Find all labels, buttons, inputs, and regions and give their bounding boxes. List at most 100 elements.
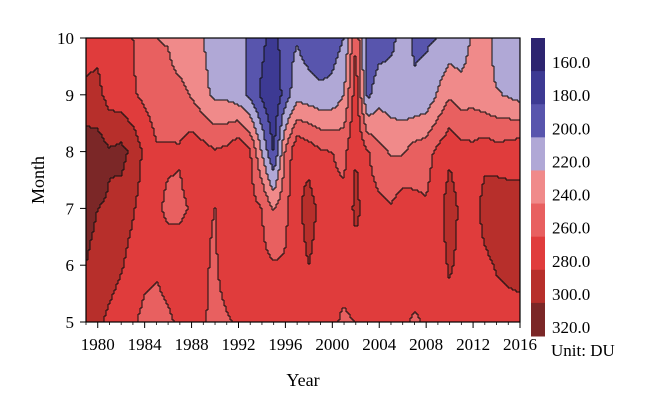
contour-cell	[418, 60, 421, 63]
contour-cell	[398, 46, 401, 49]
contour-cell	[460, 48, 463, 51]
contour-cell	[212, 68, 215, 71]
contour-cell	[460, 72, 463, 75]
contour-cell	[364, 38, 367, 41]
contour-cell	[392, 52, 395, 55]
contour-cell	[400, 66, 403, 69]
contour-cell	[348, 64, 351, 67]
contour-cell	[364, 40, 367, 43]
contour-cell	[284, 66, 287, 69]
contour-cell	[262, 70, 265, 73]
contour-cell	[340, 38, 343, 41]
contour-cell	[254, 60, 257, 63]
contour-cell	[378, 68, 381, 71]
contour-cell	[416, 44, 419, 47]
contour-cell	[434, 62, 437, 65]
contour-cell	[188, 44, 191, 47]
contour-cell	[188, 74, 191, 77]
contour-cell	[292, 62, 295, 65]
contour-cell	[426, 56, 429, 59]
contour-cell	[424, 40, 427, 43]
contour-cell	[434, 40, 437, 43]
contour-cell	[308, 46, 311, 49]
contour-cell	[188, 42, 191, 45]
contour-cell	[292, 68, 295, 71]
contour-cell	[212, 82, 215, 85]
contour-cell	[142, 78, 145, 81]
contour-cell	[328, 70, 331, 73]
contour-cell	[508, 50, 511, 53]
contour-cell	[108, 64, 111, 67]
contour-cell	[300, 60, 303, 63]
contour-cell	[450, 42, 453, 45]
contour-cell	[488, 44, 491, 47]
contour-cell	[498, 72, 501, 75]
contour-cell	[144, 80, 147, 83]
contour-cell	[488, 40, 491, 43]
contour-cell	[194, 62, 197, 65]
contour-cell	[194, 82, 197, 85]
contour-cell	[292, 74, 295, 77]
contour-cell	[88, 80, 91, 83]
contour-cell	[466, 56, 469, 59]
contour-cell	[316, 52, 319, 55]
contour-cell	[126, 50, 129, 53]
contour-cell	[156, 76, 159, 79]
contour-cell	[192, 74, 195, 77]
contour-cell	[130, 76, 133, 79]
contour-cell	[484, 46, 487, 49]
contour-cell	[286, 76, 289, 79]
contour-cell	[478, 58, 481, 61]
contour-cell	[130, 70, 133, 73]
contour-cell	[164, 58, 167, 61]
contour-cell	[304, 54, 307, 57]
contour-cell	[110, 78, 113, 81]
contour-cell	[188, 62, 191, 65]
contour-cell	[262, 74, 265, 77]
contour-cell	[202, 38, 205, 41]
contour-cell	[418, 76, 421, 79]
contour-cell	[362, 80, 365, 83]
contour-cell	[274, 38, 277, 41]
contour-cell	[192, 46, 195, 49]
contour-cell	[194, 80, 197, 83]
contour-cell	[104, 50, 107, 53]
contour-cell	[302, 66, 305, 69]
contour-cell	[412, 44, 415, 47]
contour-cell	[356, 64, 359, 67]
contour-cell	[272, 42, 275, 45]
contour-cell	[488, 70, 491, 73]
contour-cell	[196, 56, 199, 59]
contour-cell	[496, 72, 499, 75]
contour-cell	[272, 48, 275, 51]
contour-cell	[516, 48, 519, 51]
contour-cell	[116, 78, 119, 81]
contour-cell	[248, 54, 251, 57]
contour-cell	[272, 50, 275, 53]
contour-cell	[168, 46, 171, 49]
contour-cell	[258, 44, 261, 47]
contour-cell	[298, 66, 301, 69]
contour-cell	[176, 38, 179, 41]
contour-cell	[270, 74, 273, 77]
contour-cell	[106, 50, 109, 53]
contour-cell	[378, 48, 381, 51]
contour-cell	[474, 46, 477, 49]
contour-cell	[368, 50, 371, 53]
contour-cell	[336, 46, 339, 49]
contour-cell	[142, 60, 145, 63]
contour-cell	[386, 52, 389, 55]
contour-cell	[276, 58, 279, 61]
contour-cell	[152, 50, 155, 53]
contour-cell	[404, 54, 407, 57]
contour-cell	[258, 76, 261, 79]
contour-cell	[116, 42, 119, 45]
contour-cell	[154, 40, 157, 43]
contour-cell	[486, 78, 489, 81]
contour-cell	[340, 80, 343, 83]
contour-cell	[150, 52, 153, 55]
contour-cell	[342, 72, 345, 75]
contour-cell	[436, 56, 439, 59]
contour-cell	[454, 62, 457, 65]
contour-cell	[104, 58, 107, 61]
